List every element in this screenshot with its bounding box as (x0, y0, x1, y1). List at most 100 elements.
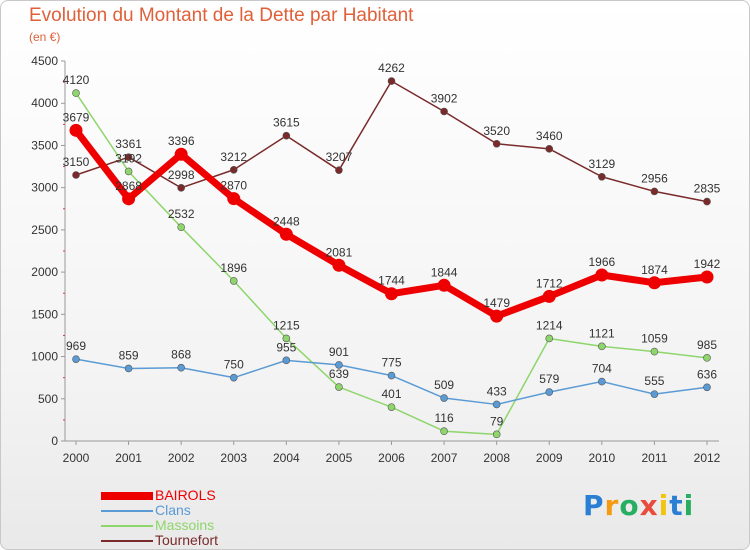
data-label-clans: 969 (66, 339, 86, 353)
data-label-bairols: 2081 (326, 245, 353, 259)
data-label-clans: 901 (329, 345, 349, 359)
data-label-clans: 775 (381, 356, 401, 370)
x-tick-label: 2004 (273, 451, 300, 465)
point-bairols (437, 278, 451, 292)
point-tournefort (440, 107, 448, 116)
data-label-clans: 555 (644, 374, 664, 388)
point-bairols (700, 270, 714, 284)
data-label-bairols: 1942 (694, 257, 721, 271)
logo-letter: i (658, 489, 670, 522)
point-tournefort (703, 197, 711, 206)
data-label-tournefort: 4262 (378, 61, 405, 75)
logo-letter: t (669, 489, 684, 522)
data-label-clans: 579 (539, 372, 559, 386)
point-tournefort (124, 153, 133, 161)
point-clans (72, 355, 80, 363)
point-massoins (387, 403, 396, 411)
x-tick-label: 2012 (694, 451, 721, 465)
logo-letter: x (639, 489, 659, 522)
point-bairols (279, 227, 293, 241)
data-label-massoins: 116 (435, 411, 454, 425)
data-label-massoins: 3192 (115, 151, 142, 165)
data-label-clans: 704 (592, 362, 612, 376)
data-label-massoins: 4120 (63, 73, 90, 87)
point-clans (124, 364, 133, 373)
x-tick-label: 2001 (115, 451, 142, 465)
x-tick-label: 2008 (483, 451, 510, 465)
legend-label-clans: Clans (155, 502, 191, 518)
point-massoins (282, 334, 291, 343)
data-label-bairols: 2868 (115, 179, 142, 193)
legend-label-bairols: BAIROLS (155, 487, 216, 503)
data-label-tournefort: 2835 (694, 182, 721, 196)
point-massoins (229, 277, 238, 285)
point-clans (545, 388, 554, 396)
data-label-tournefort: 2956 (641, 171, 668, 185)
data-label-tournefort: 3902 (431, 91, 458, 105)
data-label-massoins: 2532 (168, 207, 195, 221)
legend-swatch-clans (101, 510, 153, 512)
data-label-tournefort: 3361 (115, 137, 142, 151)
point-bairols (174, 147, 188, 161)
data-label-clans: 750 (224, 358, 244, 372)
data-label-clans: 859 (119, 348, 139, 362)
point-bairols (542, 289, 556, 303)
point-tournefort (335, 166, 343, 174)
point-massoins (703, 354, 711, 362)
data-label-massoins: 985 (697, 338, 717, 352)
point-clans (598, 377, 606, 386)
data-label-clans: 509 (434, 378, 454, 392)
data-label-massoins: 79 (490, 414, 504, 428)
x-tick-label: 2000 (63, 451, 90, 465)
legend-label-massoins: Massoins (155, 517, 215, 533)
legend-label-tournefort: Tournefort (155, 532, 219, 548)
point-bairols (647, 276, 661, 290)
point-massoins (492, 430, 501, 439)
data-label-clans: 868 (171, 348, 191, 362)
point-bairols (122, 192, 136, 206)
data-label-bairols: 2870 (220, 179, 247, 193)
data-label-massoins: 1214 (536, 318, 563, 332)
data-label-massoins: 639 (329, 367, 349, 381)
point-tournefort (177, 184, 185, 192)
data-label-clans: 636 (697, 367, 717, 381)
chart-subtitle: (en €) (29, 30, 61, 44)
point-massoins (72, 89, 80, 97)
logo-letter: r (604, 489, 620, 522)
y-tick-label: 1000 (31, 350, 58, 364)
legend-swatch-tournefort (101, 540, 153, 542)
x-tick-label: 2003 (220, 451, 247, 465)
data-label-bairols: 1712 (536, 276, 563, 290)
data-label-massoins: 1059 (641, 332, 668, 346)
point-clans (282, 356, 291, 365)
data-label-tournefort: 3129 (588, 157, 615, 171)
data-label-clans: 955 (276, 340, 296, 354)
point-tournefort (282, 131, 291, 140)
data-label-bairols: 2448 (273, 214, 300, 228)
point-massoins (598, 342, 606, 351)
data-label-clans: 433 (487, 384, 507, 398)
data-label-bairols: 1479 (483, 296, 510, 310)
point-bairols (332, 258, 346, 272)
point-clans (387, 371, 396, 380)
data-label-tournefort: 3460 (536, 129, 563, 143)
data-label-tournefort: 3520 (483, 124, 510, 138)
data-label-massoins: 1896 (220, 261, 247, 275)
point-tournefort (492, 139, 501, 148)
x-tick-label: 2011 (642, 451, 668, 465)
data-label-bairols: 3396 (168, 134, 195, 148)
point-clans (335, 361, 343, 369)
logo-letter: o (619, 489, 640, 522)
legend-swatch-massoins (101, 525, 153, 527)
point-clans (492, 400, 501, 409)
x-tick-label: 2010 (588, 451, 615, 465)
data-label-bairols: 1874 (641, 263, 668, 277)
x-tick-label: 2007 (431, 451, 458, 465)
y-tick-label: 1500 (31, 307, 58, 321)
point-massoins (440, 427, 448, 436)
point-massoins (545, 334, 554, 343)
x-tick-label: 2002 (168, 451, 195, 465)
x-tick-label: 2006 (378, 451, 405, 465)
point-clans (440, 394, 448, 402)
